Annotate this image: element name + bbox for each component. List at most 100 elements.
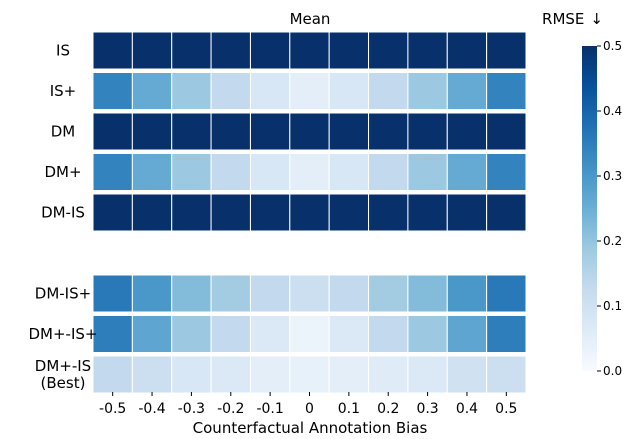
heatmap-row — [92, 193, 527, 232]
heatmap-cell — [249, 355, 291, 394]
x-tick-label: -0.2 — [217, 401, 244, 417]
heatmap-cell — [289, 193, 330, 232]
row-label: DM+ — [44, 163, 81, 181]
heatmap-cell — [289, 153, 330, 191]
heatmap-cell — [486, 31, 527, 70]
heatmap-cell — [289, 31, 330, 70]
row-labels: IS IS+ DM DM+ DM-IS DM-IS+ DM+-IS+ DM+-IS (Best) — [29, 42, 98, 393]
x-tick-label: -0.3 — [178, 401, 205, 417]
row-label: DM-IS+ — [35, 285, 91, 303]
heatmap-row — [92, 112, 527, 151]
heatmap-cells — [92, 31, 527, 394]
heatmap-cell — [486, 72, 527, 110]
heatmap-cell — [289, 274, 330, 313]
heatmap-cell — [289, 72, 330, 110]
row-label: DM+-IS+ — [29, 325, 98, 343]
heatmap-cell — [249, 112, 291, 151]
heatmap-cell — [446, 31, 488, 70]
heatmap-row — [92, 315, 527, 353]
heatmap-cell — [486, 112, 527, 151]
heatmap-cell — [92, 315, 133, 353]
heatmap-row — [92, 355, 527, 394]
heatmap-cell — [407, 315, 448, 353]
heatmap-cell — [328, 112, 370, 151]
heatmap-cell — [92, 72, 133, 110]
heatmap-cell — [249, 193, 291, 232]
heatmap-cell — [171, 193, 212, 232]
heatmap-cell — [289, 112, 330, 151]
heatmap-cell — [407, 112, 448, 151]
heatmap-cell — [368, 72, 409, 110]
heatmap-cell — [446, 355, 488, 394]
heatmap-cell — [92, 153, 133, 191]
heatmap-cell — [328, 31, 370, 70]
heatmap-cell — [407, 193, 448, 232]
heatmap-cell — [210, 72, 251, 110]
row-label: DM+-IS (Best) — [35, 357, 91, 392]
heatmap-cell — [131, 315, 173, 353]
heatmap-cell — [368, 112, 409, 151]
colorbar-tick-label: 0.5 — [603, 39, 622, 53]
heatmap-cell — [446, 274, 488, 313]
colorbar-ticks: 0.0 0.1 0.2 0.3 0.4 0.5 — [597, 39, 622, 378]
heatmap-cell — [171, 72, 212, 110]
colorbar-label: RMSE — [542, 10, 584, 28]
heatmap-cell — [210, 193, 251, 232]
colorbar-title: RMSE ↓ — [542, 10, 603, 28]
x-tick-label: 0 — [305, 401, 314, 417]
heatmap-cell — [131, 72, 173, 110]
heatmap-cell — [131, 193, 173, 232]
x-tick-label: 0.5 — [495, 401, 517, 417]
heatmap-cell — [407, 72, 448, 110]
heatmap-cell — [368, 274, 409, 313]
heatmap-cell — [407, 153, 448, 191]
heatmap-cell — [446, 315, 488, 353]
x-tick-label: 0.1 — [338, 401, 360, 417]
row-label: IS+ — [50, 82, 77, 100]
colorbar-tick-label: 0.3 — [603, 169, 622, 183]
heatmap-cell — [446, 112, 488, 151]
heatmap-cell — [249, 72, 291, 110]
heatmap-cell — [486, 193, 527, 232]
heatmap-cell — [328, 315, 370, 353]
heatmap-cell — [486, 153, 527, 191]
heatmap-cell — [328, 72, 370, 110]
heatmap-cell — [407, 274, 448, 313]
colorbar-gradient — [582, 46, 597, 371]
heatmap-cell — [407, 31, 448, 70]
heatmap-cell — [171, 31, 212, 70]
heatmap-cell — [328, 274, 370, 313]
row-label: DM-IS — [41, 204, 85, 222]
colorbar-tick-label: 0.0 — [603, 364, 622, 378]
heatmap-row — [92, 31, 527, 70]
heatmap-cell — [131, 31, 173, 70]
heatmap-cell — [210, 112, 251, 151]
heatmap-cell — [368, 153, 409, 191]
heatmap-cell — [210, 153, 251, 191]
heatmap-cell — [486, 274, 527, 313]
x-axis-label: Counterfactual Annotation Bias — [193, 419, 428, 437]
x-tick-label: 0.4 — [456, 401, 478, 417]
heatmap-cell — [210, 31, 251, 70]
heatmap-cell — [92, 31, 133, 70]
colorbar-tick-label: 0.4 — [603, 104, 622, 118]
x-tick-label: -0.1 — [256, 401, 283, 417]
colorbar-tick-label: 0.2 — [603, 234, 622, 248]
x-tick-labels: -0.5 -0.4 -0.3 -0.2 -0.1 0 0.1 0.2 0.3 0.4 0.5 — [99, 392, 517, 417]
heatmap-cell — [289, 355, 330, 394]
colorbar-arrow: ↓ — [590, 10, 603, 28]
heatmap-cell — [171, 274, 212, 313]
heatmap-cell — [171, 355, 212, 394]
heatmap-cell — [249, 153, 291, 191]
heatmap-cell — [131, 153, 173, 191]
heatmap-cell — [171, 315, 212, 353]
heatmap-cell — [131, 274, 173, 313]
heatmap-row — [92, 274, 527, 313]
x-tick-label: 0.2 — [377, 401, 399, 417]
heatmap-cell — [210, 355, 251, 394]
colorbar-tick-label: 0.1 — [603, 299, 622, 313]
heatmap-cell — [328, 355, 370, 394]
heatmap-cell — [486, 315, 527, 353]
heatmap-cell — [328, 193, 370, 232]
